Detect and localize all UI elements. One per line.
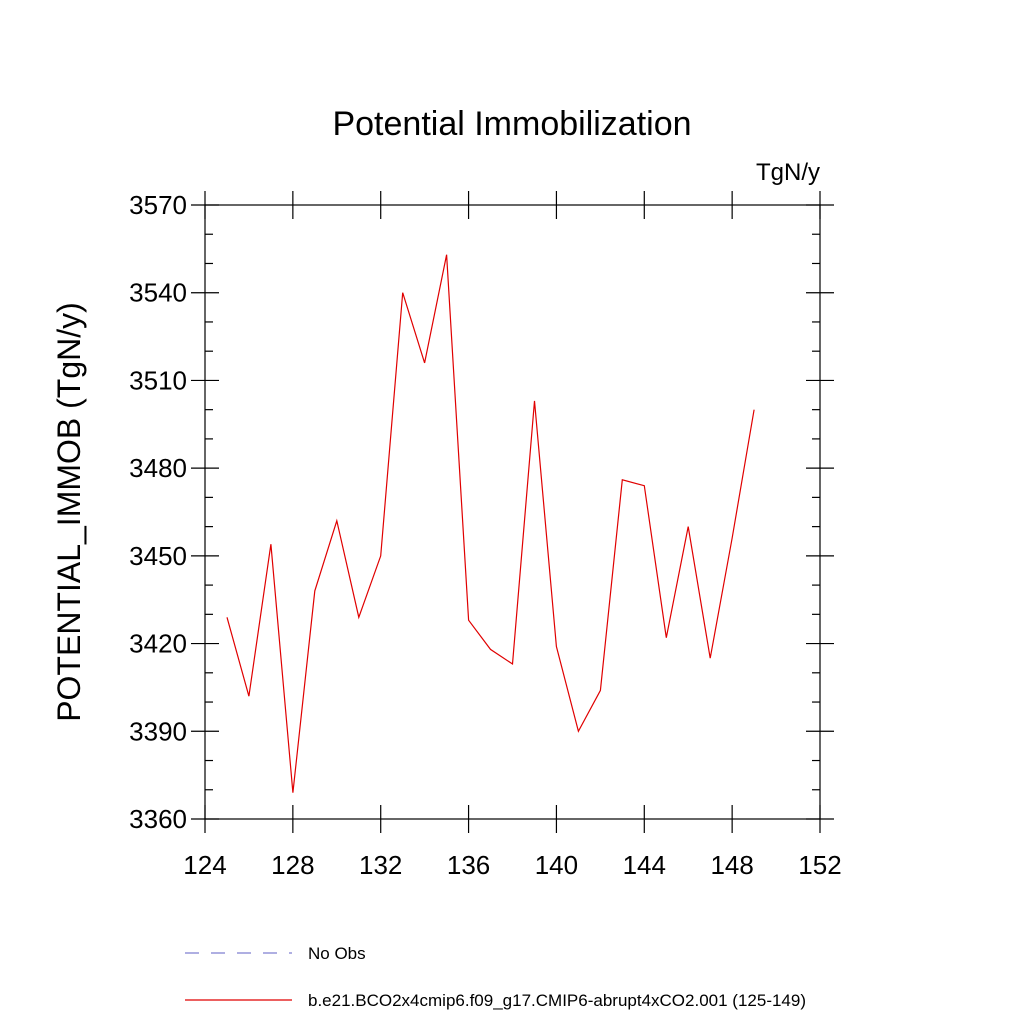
x-tick-label: 124 xyxy=(183,850,226,880)
x-tick-label: 148 xyxy=(710,850,753,880)
legend: No Obs b.e21.BCO2x4cmip6.f09_g17.CMIP6-ab… xyxy=(185,944,806,1010)
axis-ticks: 124 128 132 136 140 144 148 152 3360 3390 3420 3450… xyxy=(129,190,842,880)
y-tick-label: 3450 xyxy=(129,541,187,571)
legend-label: b.e21.BCO2x4cmip6.f09_g17.CMIP6-abrupt4x… xyxy=(308,991,806,1010)
y-tick-label: 3510 xyxy=(129,365,187,395)
x-tick-label: 144 xyxy=(623,850,666,880)
y-axis-label: POTENTIAL_IMMOB (TgN/y) xyxy=(51,302,87,722)
legend-label: No Obs xyxy=(308,944,366,963)
units-label: TgN/y xyxy=(756,159,820,186)
x-tick-label: 140 xyxy=(535,850,578,880)
x-tick-label: 132 xyxy=(359,850,402,880)
y-tick-label: 3390 xyxy=(129,716,187,746)
x-tick-label: 152 xyxy=(798,850,841,880)
y-tick-label: 3420 xyxy=(129,629,187,659)
x-tick-label: 128 xyxy=(271,850,314,880)
y-tick-label: 3570 xyxy=(129,190,187,220)
data-series xyxy=(226,254,755,793)
x-tick-label: 136 xyxy=(447,850,490,880)
series-line xyxy=(226,254,755,793)
y-tick-label: 3360 xyxy=(129,804,187,834)
chart-title: Potential Immobilization xyxy=(332,105,691,143)
y-tick-label: 3480 xyxy=(129,453,187,483)
y-tick-label: 3540 xyxy=(129,278,187,308)
plot-frame xyxy=(204,204,821,820)
